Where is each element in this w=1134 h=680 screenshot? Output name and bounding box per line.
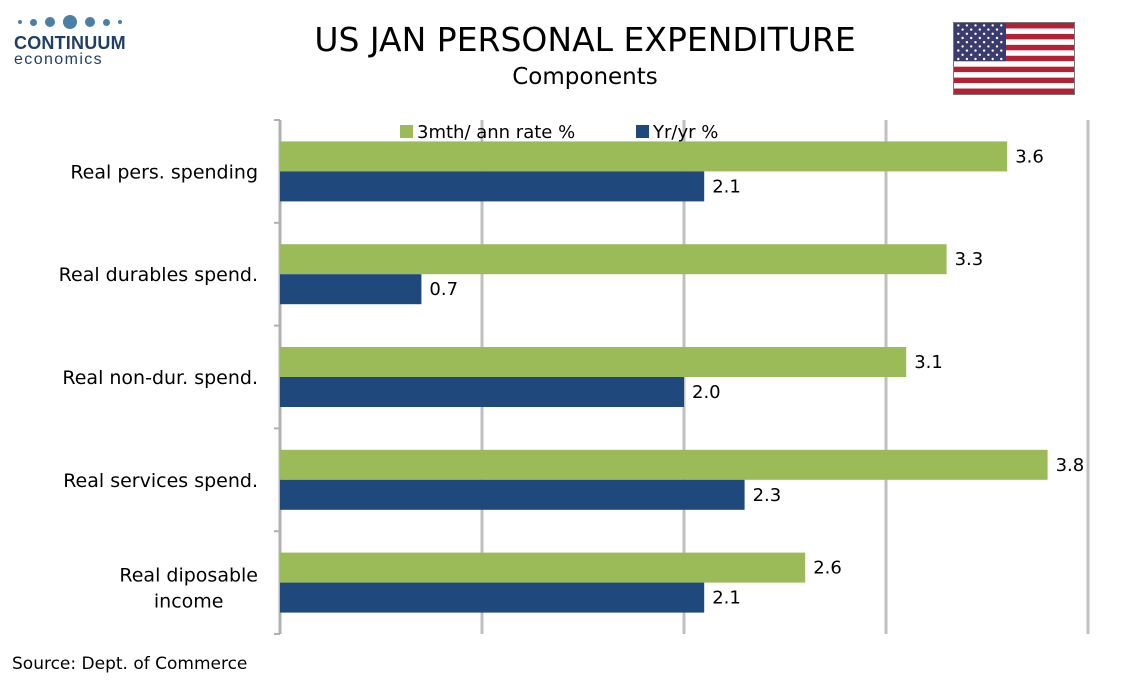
category-label: Real non-dur. spend. bbox=[62, 367, 258, 389]
bar-3mth-ann-rate-0 bbox=[280, 141, 1008, 172]
category-label: Real pers. spending bbox=[70, 161, 258, 183]
bar-yr-yr-4 bbox=[280, 582, 705, 613]
category-axis bbox=[274, 119, 282, 635]
data-label: 2.3 bbox=[753, 485, 782, 506]
data-label: 2.1 bbox=[712, 588, 741, 609]
data-label: 3.1 bbox=[914, 352, 943, 373]
legend-swatch bbox=[400, 125, 413, 138]
data-label: 2.0 bbox=[692, 382, 721, 403]
chart-labels: 3.6 2.1 Real pers. spending 3.3 0.7 Real dura… bbox=[59, 146, 1085, 612]
logo-subtitle: economics bbox=[14, 51, 104, 68]
chart-title: US JAN PERSONAL EXPENDITURE bbox=[314, 20, 856, 59]
source-note: Source: Dept. of Commerce bbox=[12, 654, 248, 674]
us-flag-icon bbox=[953, 22, 1075, 95]
legend-label: Yr/yr % bbox=[652, 122, 718, 143]
chart-legend: 3mth/ ann rate % Yr/yr % bbox=[400, 122, 718, 143]
bar-3mth-ann-rate-1 bbox=[280, 244, 947, 275]
legend-swatch bbox=[636, 125, 649, 138]
chart-subtitle: Components bbox=[512, 64, 658, 90]
data-label: 3.3 bbox=[955, 249, 984, 270]
logo-dots-icon bbox=[18, 14, 134, 30]
data-label: 0.7 bbox=[429, 279, 458, 300]
bar-yr-yr-2 bbox=[280, 377, 684, 407]
bar-3mth-ann-rate-4 bbox=[280, 552, 806, 583]
logo-name: CONTINUUM bbox=[14, 33, 126, 53]
data-label: 2.6 bbox=[813, 558, 842, 579]
continuum-economics-logo: CONTINUUM economics bbox=[14, 14, 134, 68]
chart-bars bbox=[280, 141, 1048, 613]
bar-yr-yr-1 bbox=[280, 274, 422, 305]
bar-yr-yr-3 bbox=[280, 479, 745, 510]
legend-label: 3mth/ ann rate % bbox=[417, 122, 575, 143]
bar-3mth-ann-rate-3 bbox=[280, 449, 1048, 480]
data-label: 3.6 bbox=[1015, 146, 1044, 167]
bar-yr-yr-0 bbox=[280, 171, 705, 202]
bar-3mth-ann-rate-2 bbox=[280, 347, 907, 377]
data-label: 2.1 bbox=[712, 176, 741, 197]
data-label: 3.8 bbox=[1056, 455, 1085, 476]
category-label: Real services spend. bbox=[63, 470, 258, 492]
category-label: Real durables spend. bbox=[59, 264, 258, 286]
category-label: Real diposable income bbox=[119, 565, 258, 613]
